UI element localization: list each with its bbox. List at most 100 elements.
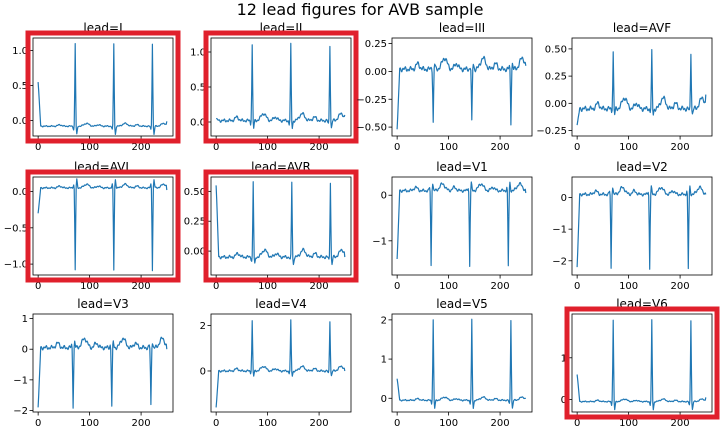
x-tick-label: 0	[394, 281, 400, 292]
panel-title: lead=V1	[436, 160, 488, 174]
x-tick-label: 0	[213, 281, 219, 292]
ecg-trace	[396, 55, 527, 130]
x-tick-label: 100	[80, 142, 99, 153]
y-tick-label: 0.50	[184, 187, 206, 198]
axes-frame	[210, 176, 352, 276]
x-tick-label: 200	[310, 418, 329, 429]
y-tick-label: 1	[22, 314, 28, 325]
x-tick-label: 0	[574, 142, 580, 153]
x-tick-label: 0	[213, 142, 219, 153]
y-tick-label: 2	[381, 315, 387, 326]
y-tick-label: 0.5	[12, 81, 28, 92]
y-tick-label: −0.5	[4, 223, 28, 234]
lead-panel: lead=V4 0 100 200 0 2	[200, 297, 352, 429]
axes-frame	[32, 176, 174, 276]
highlight-frame	[203, 30, 359, 144]
ecg-trace	[576, 185, 707, 270]
ecg-trace	[576, 49, 707, 126]
y-tick-label: 1.0	[12, 46, 28, 57]
y-tick-label: 0	[200, 366, 206, 377]
y-tick-label: 1.0	[190, 48, 206, 59]
x-tick-label: 200	[132, 418, 151, 429]
x-tick-label: 100	[619, 418, 638, 429]
x-tick-label: 100	[80, 281, 99, 292]
y-tick-label: −1	[13, 375, 28, 386]
y-tick-label: −1.0	[4, 260, 28, 271]
x-tick-label: 200	[491, 281, 510, 292]
y-tick-label: 0.00	[545, 99, 567, 110]
axes-frame	[571, 313, 713, 413]
x-tick-label: 200	[491, 418, 510, 429]
x-tick-label: 100	[619, 142, 638, 153]
y-tick-label: −1	[552, 225, 567, 236]
x-tick-label: 200	[132, 281, 151, 292]
x-tick-label: 200	[310, 142, 329, 153]
lead-panel: lead=III 0 100 200 −0.50 −0.25 0.00 0.25	[356, 21, 533, 153]
highlight-frame	[25, 169, 181, 283]
y-tick-label: 2	[200, 321, 206, 332]
y-tick-label: 1	[561, 353, 567, 364]
highlight-frame	[203, 169, 359, 283]
x-tick-label: 0	[213, 418, 219, 429]
lead-panel: lead=V2 0 100 200 −2 −1 0	[552, 160, 713, 292]
lead-panel: lead=V3 0 100 200 −2 −1 0 1	[13, 297, 174, 429]
x-tick-label: 0	[574, 418, 580, 429]
x-tick-label: 0	[394, 418, 400, 429]
highlight-frame	[564, 306, 720, 420]
axes-frame	[571, 176, 713, 276]
axes-frame	[391, 313, 533, 413]
y-tick-label: 0.25	[545, 72, 567, 83]
axes-frame	[210, 313, 352, 413]
x-tick-label: 100	[258, 142, 277, 153]
lead-panel: lead=V5 0 100 200 0 1 2	[381, 297, 533, 429]
x-tick-label: 0	[35, 142, 41, 153]
x-tick-label: 100	[258, 418, 277, 429]
x-tick-label: 200	[491, 142, 510, 153]
panel-title: lead=V2	[616, 160, 668, 174]
ecg-trace	[396, 181, 527, 267]
x-tick-label: 0	[35, 281, 41, 292]
y-tick-label: 0.5	[190, 83, 206, 94]
y-tick-label: 0.25	[365, 39, 387, 50]
y-tick-label: 0.00	[184, 247, 206, 258]
y-tick-label: −0.25	[356, 95, 387, 106]
y-tick-label: 0.50	[545, 44, 567, 55]
x-tick-label: 200	[310, 281, 329, 292]
x-tick-label: 100	[258, 281, 277, 292]
y-tick-label: 0.00	[365, 67, 387, 78]
panel-title: lead=V5	[436, 297, 488, 311]
y-tick-label: −2	[552, 256, 567, 267]
y-tick-label: −0.25	[536, 126, 567, 137]
x-tick-label: 200	[671, 142, 690, 153]
figure-title: 12 lead figures for AVB sample	[237, 0, 484, 19]
panel-title: lead=V4	[255, 297, 307, 311]
ecg-trace	[37, 178, 168, 272]
x-tick-label: 100	[439, 418, 458, 429]
axes-frame	[391, 176, 533, 276]
y-tick-label: −0.50	[356, 123, 387, 134]
y-tick-label: 0.25	[184, 217, 206, 228]
ecg-trace	[37, 336, 168, 409]
y-tick-label: 0.0	[12, 116, 28, 127]
x-tick-label: 0	[35, 418, 41, 429]
ecg-trace	[215, 42, 346, 130]
axes-frame	[32, 37, 174, 137]
x-tick-label: 200	[132, 142, 151, 153]
x-tick-label: 0	[394, 142, 400, 153]
highlight-frame	[25, 30, 181, 144]
x-tick-label: 100	[619, 281, 638, 292]
x-tick-label: 0	[574, 281, 580, 292]
x-tick-label: 200	[671, 281, 690, 292]
axes-frame	[391, 37, 533, 137]
y-tick-label: −1	[372, 236, 387, 247]
ecg-trace	[215, 181, 346, 266]
y-tick-label: 0	[561, 193, 567, 204]
x-tick-label: 100	[439, 142, 458, 153]
y-tick-label: 0	[561, 395, 567, 406]
